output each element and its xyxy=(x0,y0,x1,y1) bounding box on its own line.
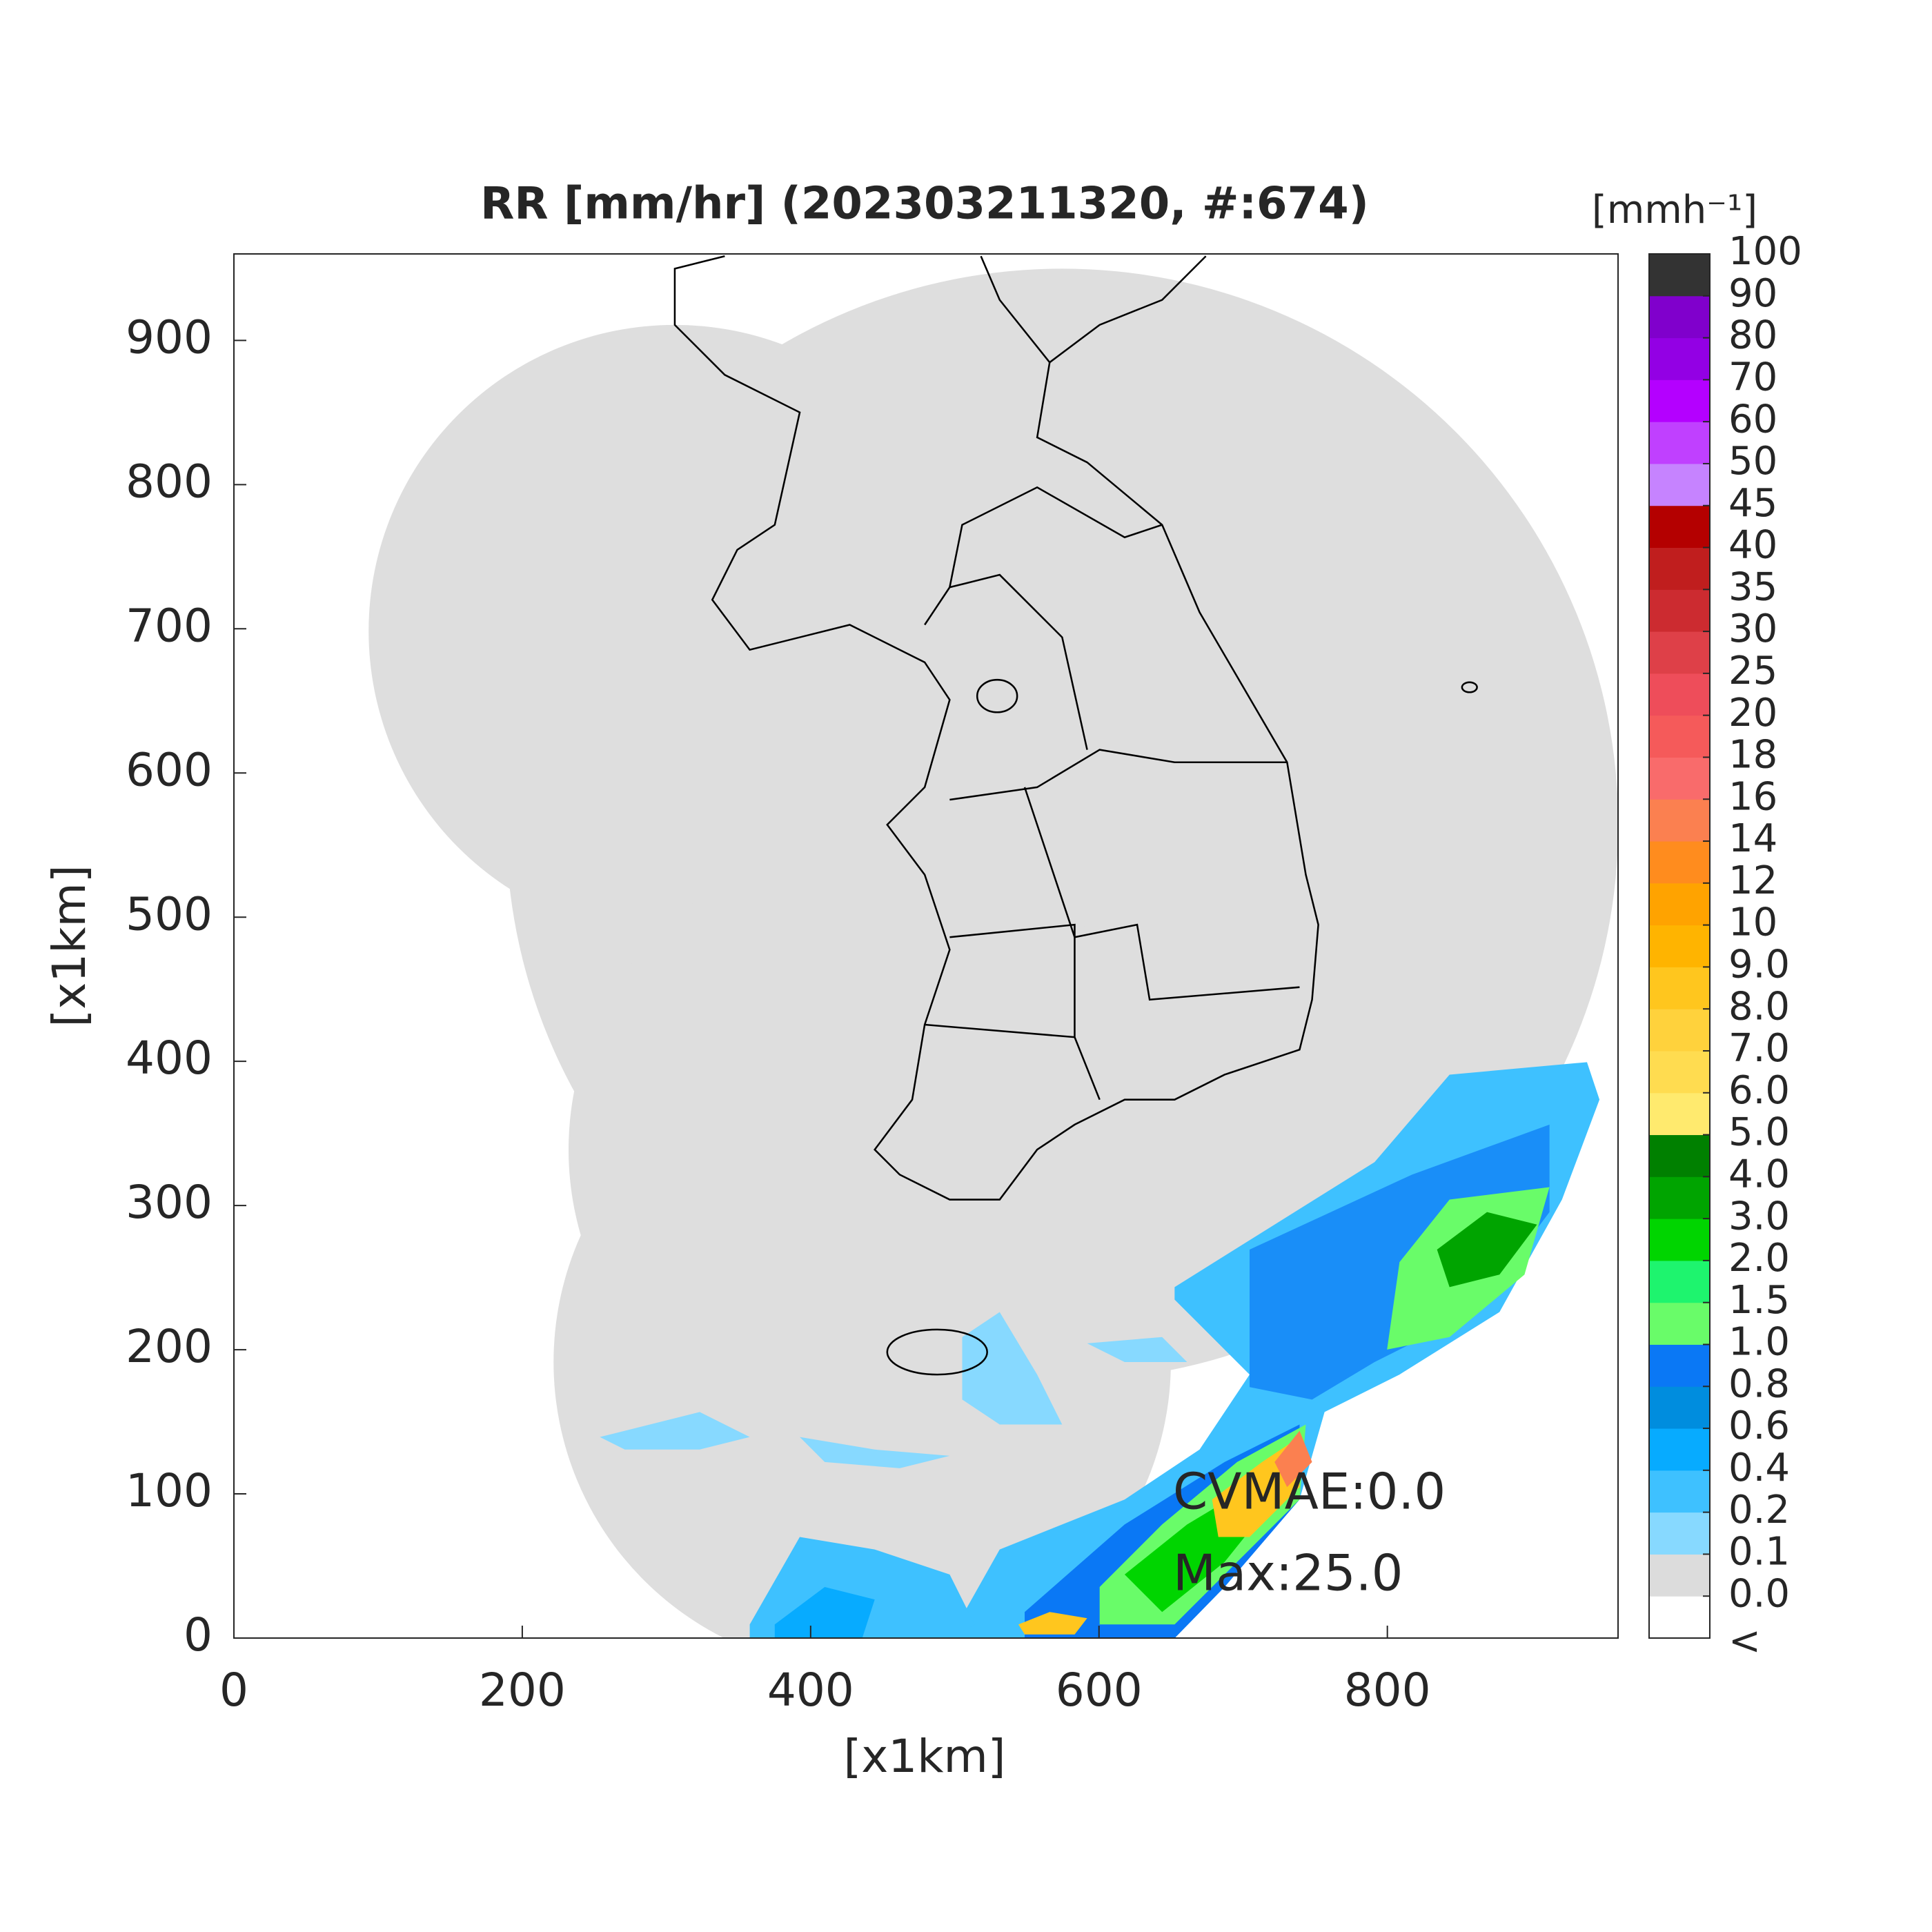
colorbar-under-label: < xyxy=(1728,1619,1761,1664)
colorbar-label: 5.0 xyxy=(1728,1110,1790,1155)
colorbar-label: 35 xyxy=(1728,564,1777,609)
colorbar-band xyxy=(1649,1176,1710,1219)
colorbar-label: 0.2 xyxy=(1728,1488,1790,1532)
colorbar-unit: [mmh⁻¹] xyxy=(1592,188,1757,233)
colorbar-band xyxy=(1649,883,1710,926)
y-tick-label: 0 xyxy=(184,1608,213,1662)
colorbar-band xyxy=(1649,1470,1710,1513)
y-tick-label: 300 xyxy=(126,1176,213,1229)
colorbar-band xyxy=(1649,715,1710,758)
y-tick-label: 900 xyxy=(126,310,213,364)
colorbar-label: 25 xyxy=(1728,649,1777,693)
colorbar-label: 70 xyxy=(1728,355,1777,400)
coastline xyxy=(673,255,1478,1376)
colorbar-label: 20 xyxy=(1728,691,1777,736)
colorbar-band xyxy=(1649,841,1710,884)
colorbar-label: 9.0 xyxy=(1728,943,1790,987)
colorbar-under xyxy=(1649,1596,1710,1638)
colorbar-label: 0.0 xyxy=(1728,1571,1790,1616)
colorbar-label: 12 xyxy=(1728,858,1777,903)
colorbar-band xyxy=(1649,463,1710,506)
colorbar-band xyxy=(1649,1260,1710,1303)
colorbar-label: 10 xyxy=(1728,900,1777,945)
colorbar-band xyxy=(1649,1134,1710,1177)
colorbar-band xyxy=(1649,1428,1710,1471)
colorbar-label: 60 xyxy=(1728,397,1777,442)
colorbar-label: 45 xyxy=(1728,481,1777,526)
title: RR [mm/hr] (202303211320, #:674) xyxy=(480,179,1369,230)
colorbar-band xyxy=(1649,799,1710,842)
colorbar-band xyxy=(1649,1344,1710,1387)
colorbar-band xyxy=(1649,631,1710,674)
colorbar-band xyxy=(1649,1050,1710,1094)
colorbar-band xyxy=(1649,379,1710,422)
y-tick-label: 600 xyxy=(126,743,213,796)
annotation: Max:25.0 xyxy=(1173,1544,1403,1602)
colorbar-label: 2.0 xyxy=(1728,1236,1790,1281)
colorbar-band xyxy=(1649,337,1710,380)
colorbar-label: 0.4 xyxy=(1728,1446,1790,1490)
y-tick-label: 700 xyxy=(126,599,213,652)
colorbar-label: 3.0 xyxy=(1728,1194,1790,1239)
colorbar-band xyxy=(1649,589,1710,632)
colorbar-band xyxy=(1649,1092,1710,1136)
colorbar-label: 40 xyxy=(1728,523,1777,568)
colorbar-band xyxy=(1649,1554,1710,1597)
colorbar-label: 90 xyxy=(1728,271,1777,316)
x-tick-label: 600 xyxy=(1056,1664,1143,1717)
colorbar-label: 1.5 xyxy=(1728,1278,1790,1323)
colorbar-label: 18 xyxy=(1728,733,1777,778)
annotation: CVMAE:0.0 xyxy=(1173,1463,1446,1521)
coverage-mask xyxy=(1174,1052,1618,1638)
colorbar-band xyxy=(1649,254,1710,297)
y-tick-label: 500 xyxy=(126,887,213,940)
colorbar-band xyxy=(1649,1386,1710,1429)
colorbar-band xyxy=(1649,925,1710,967)
colorbar-label: 100 xyxy=(1728,229,1802,274)
y-tick-label: 200 xyxy=(126,1320,213,1373)
y-tick-label: 400 xyxy=(126,1032,213,1085)
colorbar-band xyxy=(1649,967,1710,1009)
colorbar-band xyxy=(1649,505,1710,549)
colorbar-band xyxy=(1649,673,1710,716)
x-tick-label: 0 xyxy=(219,1664,248,1717)
colorbar-band xyxy=(1649,1009,1710,1052)
y-axis-label: [x1km] xyxy=(43,865,96,1027)
colorbar-label: 16 xyxy=(1728,774,1777,819)
axes-box xyxy=(233,253,1619,1639)
rain-area xyxy=(600,1062,1600,1638)
colorbar-band xyxy=(1649,295,1710,339)
colorbar-label: 4.0 xyxy=(1728,1152,1790,1196)
colorbar-band xyxy=(1649,1219,1710,1261)
y-tick-label: 100 xyxy=(126,1464,213,1517)
radar-coverage xyxy=(368,268,1618,1638)
colorbar-label: 8.0 xyxy=(1728,984,1790,1029)
colorbar-band xyxy=(1649,757,1710,800)
colorbar-label: 0.8 xyxy=(1728,1361,1790,1406)
x-tick-label: 400 xyxy=(767,1664,854,1717)
map xyxy=(368,255,1618,1638)
colorbar-band xyxy=(1649,1512,1710,1555)
colorbar-label: 0.1 xyxy=(1728,1530,1790,1575)
colorbar-label: 14 xyxy=(1728,816,1777,861)
colorbar-band xyxy=(1649,1302,1710,1345)
colorbar-label: 50 xyxy=(1728,439,1777,484)
y-tick-label: 800 xyxy=(126,455,213,508)
x-tick-label: 200 xyxy=(479,1664,566,1717)
colorbar-box xyxy=(1648,253,1711,1639)
colorbar-band xyxy=(1649,547,1710,590)
colorbar-label: 30 xyxy=(1728,607,1777,651)
colorbar-label: 6.0 xyxy=(1728,1068,1790,1113)
x-axis-label: [x1km] xyxy=(843,1730,1005,1783)
colorbar-label: 0.6 xyxy=(1728,1403,1790,1448)
colorbar-band xyxy=(1649,422,1710,464)
x-tick-label: 800 xyxy=(1344,1664,1431,1717)
colorbar-label: 80 xyxy=(1728,313,1777,358)
colorbar-label: 7.0 xyxy=(1728,1026,1790,1071)
colorbar-label: 1.0 xyxy=(1728,1320,1790,1365)
